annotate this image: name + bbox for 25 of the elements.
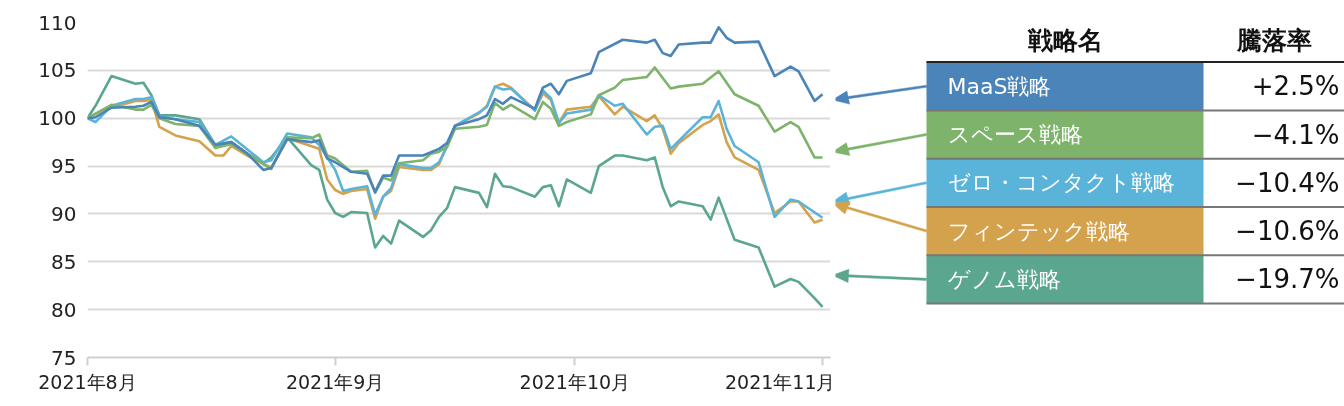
y-tick-label: 105 [38,58,77,83]
x-tick-label: 2021年8月 [38,370,137,393]
y-tick-label: 85 [51,249,77,274]
text: 騰落率 [1235,26,1312,56]
x-tick-label: 2021年11月 [724,370,836,393]
text: −10.6% [1235,216,1340,247]
y-tick-label: 90 [51,201,77,226]
legend-label: フィンテック戦略 [947,218,1130,244]
y-tick-label: 110 [38,10,77,35]
text: −19.7% [1235,264,1340,295]
legend-title: 戦略名 [1026,26,1103,56]
x-tick-label: 2021年9月 [285,370,385,393]
legend-label: スペース戦略 [947,122,1083,148]
y-tick-label: 80 [51,297,77,322]
x-tick-label: 2021年10月 [519,370,631,393]
legend-label: ゲノム戦略 [947,266,1061,292]
text: +2.5% [1251,71,1340,102]
legend-label: MaaS戦略 [947,73,1052,99]
y-tick-label: 95 [51,154,77,179]
line-series [87,25,824,194]
y-tick-label: 100 [38,106,77,131]
text: −10.4% [1235,167,1340,198]
text: −4.1% [1251,119,1340,150]
y-tick-label: 75 [51,345,77,370]
legend-label: ゼロ・コンタクト戦略 [947,170,1175,196]
